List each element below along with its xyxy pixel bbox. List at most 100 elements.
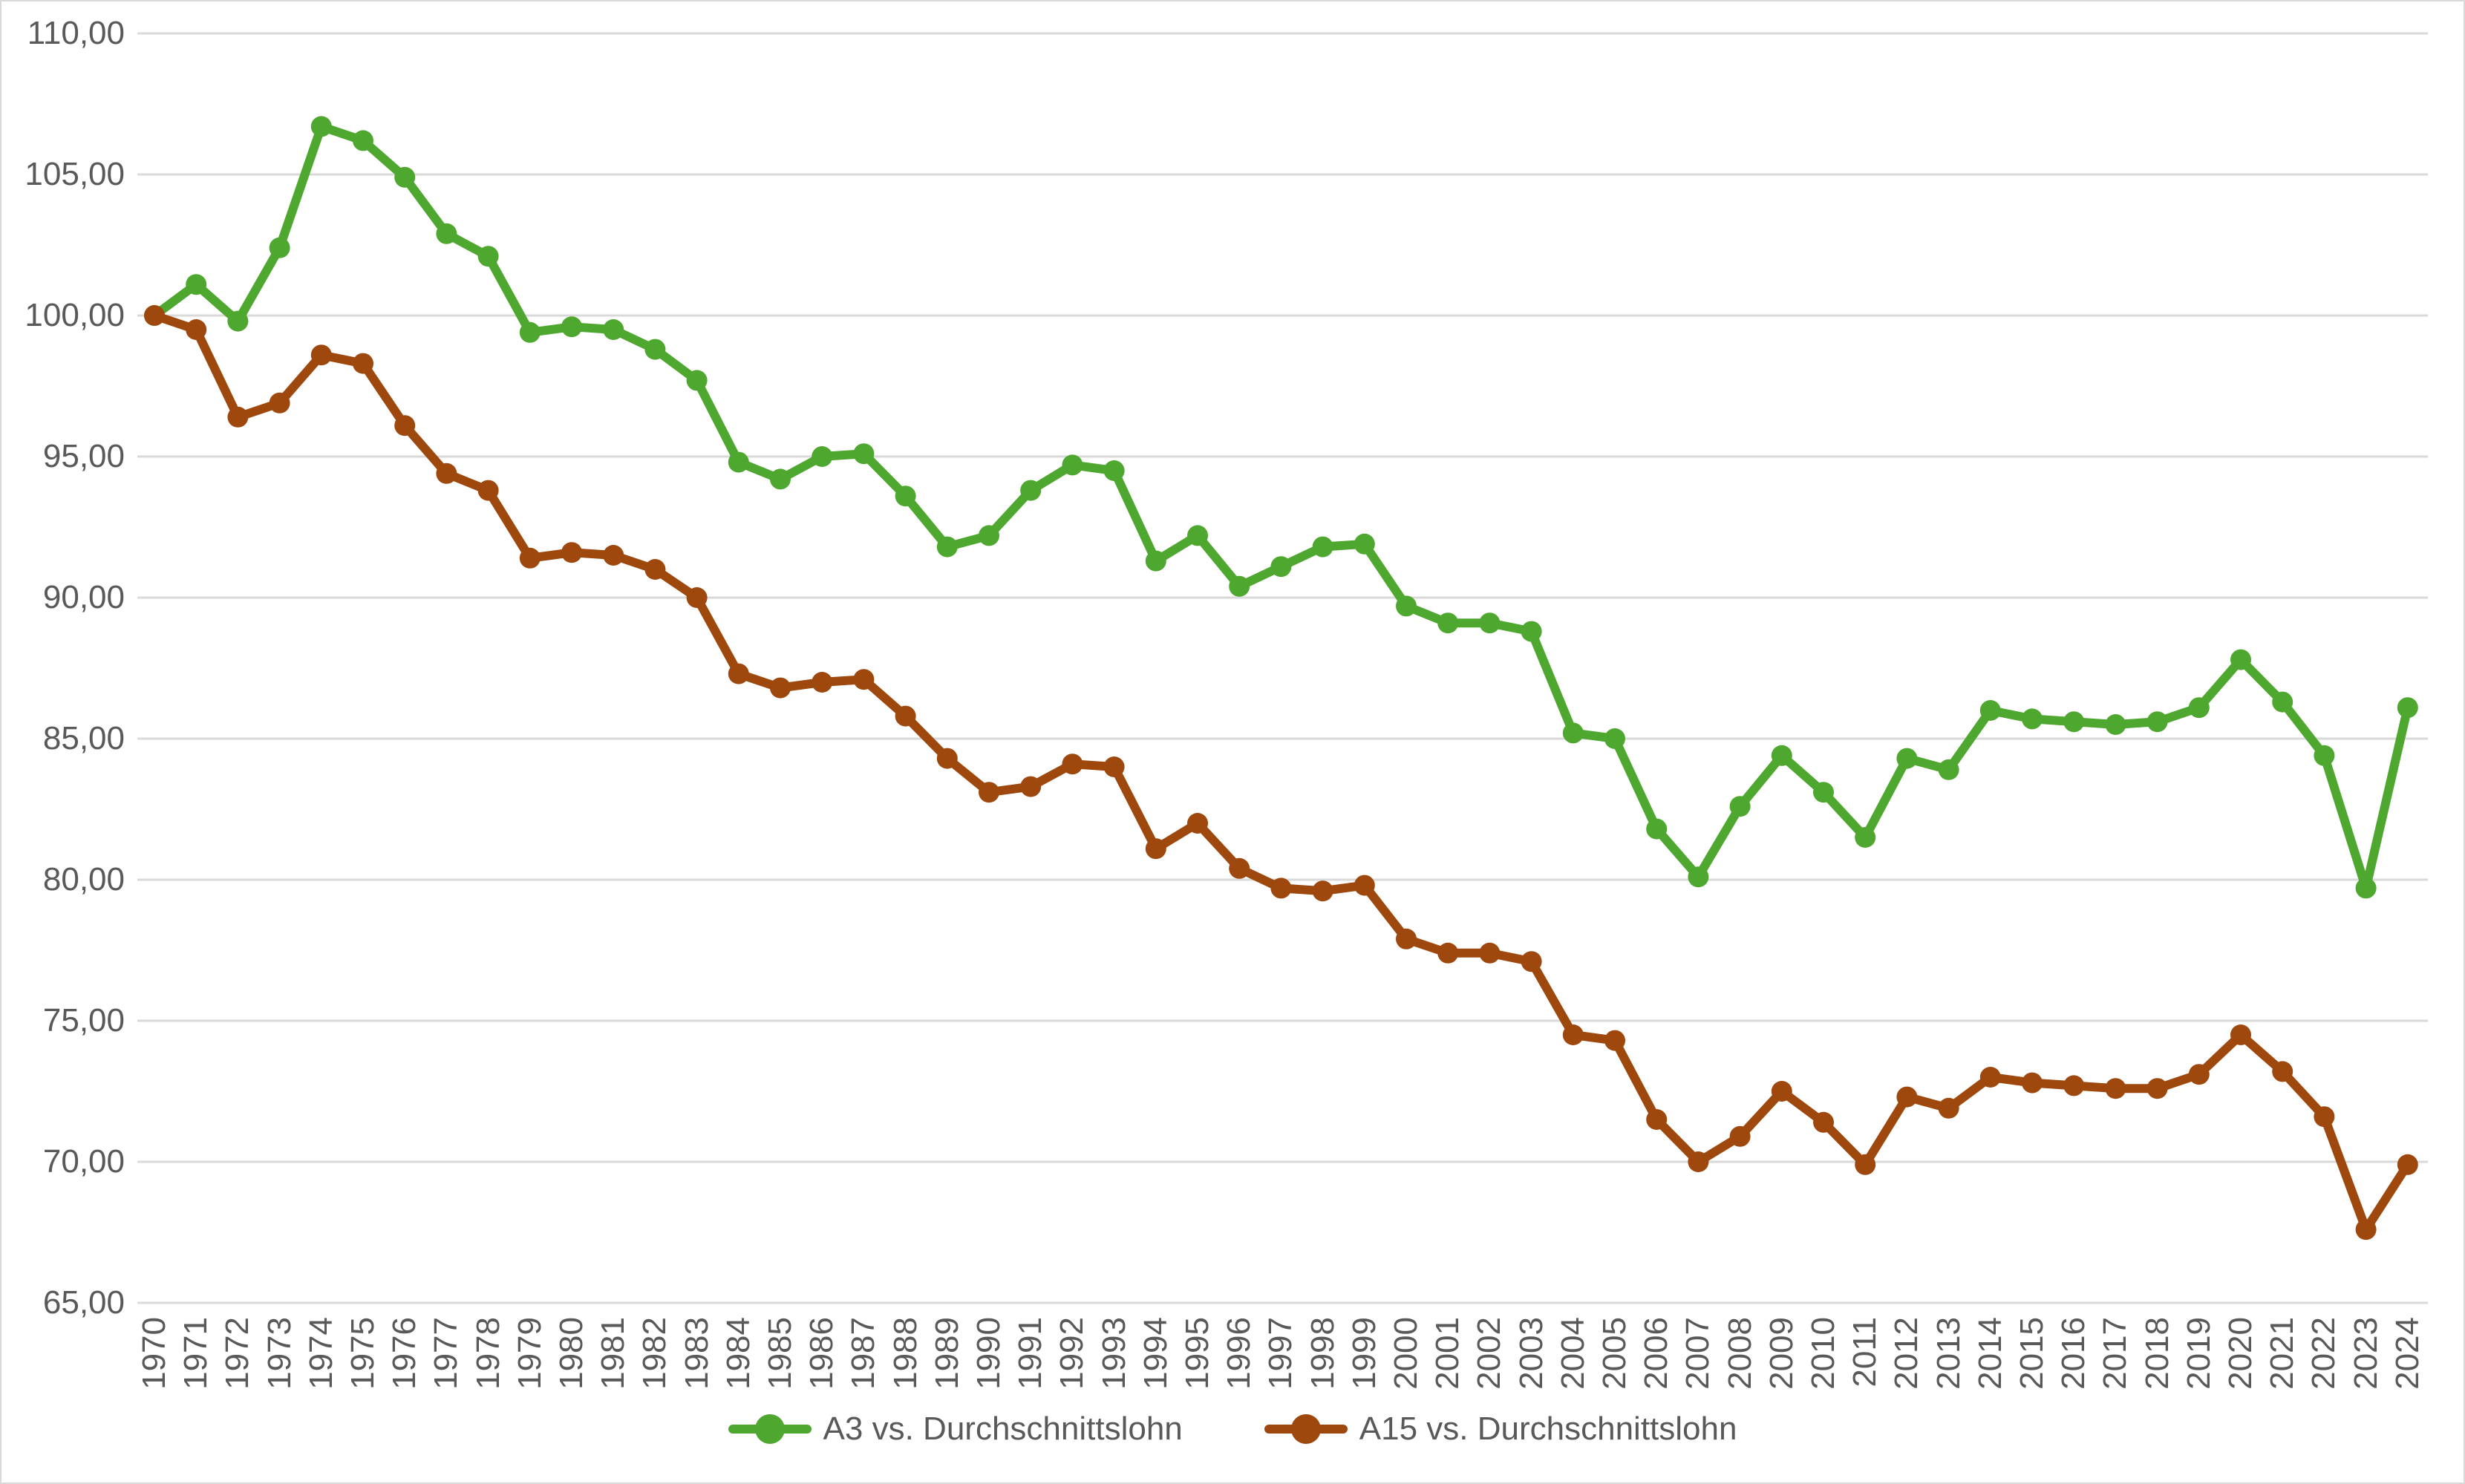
data-point-a15 [1521,951,1542,973]
data-point-a3 [1396,595,1417,617]
data-point-a3 [1979,700,2001,721]
data-point-a15 [1145,838,1166,860]
data-point-a15 [2230,1024,2251,1045]
data-point-a15 [979,782,999,803]
data-point-a15 [936,748,958,769]
data-point-a15 [686,587,708,608]
data-point-a3 [310,116,332,137]
data-point-a15 [1771,1081,1792,1102]
legend-dot-a15-icon [1290,1414,1321,1444]
data-point-a15 [186,319,207,340]
data-point-a3 [1270,556,1292,578]
data-point-a3 [2272,691,2293,713]
y-axis-label: 105,00 [25,156,125,192]
data-point-a3 [603,319,624,340]
data-point-a3 [2105,714,2126,735]
legend-marker-a15-icon [1264,1413,1348,1445]
data-point-a3 [1729,796,1751,817]
data-point-a15 [812,672,833,693]
data-point-a15 [1479,942,1501,964]
data-point-a3 [2397,697,2418,719]
data-point-a15 [310,344,332,366]
data-point-a15 [144,305,165,326]
data-point-a15 [2063,1075,2085,1096]
data-point-a15 [2022,1072,2043,1094]
data-point-a3 [1103,460,1125,481]
data-point-a3 [2355,877,2377,899]
data-point-a3 [1604,728,1625,749]
data-point-a15 [1062,754,1083,775]
data-point-a15 [1020,776,1042,797]
data-point-a3 [227,310,249,332]
data-point-a3 [1521,621,1542,642]
data-point-a3 [936,536,958,558]
data-point-a3 [1354,533,1375,555]
data-point-a3 [1479,612,1501,634]
data-point-a15 [1979,1067,2001,1088]
data-point-a3 [1688,866,1709,888]
data-point-a15 [1229,857,1250,879]
data-point-a15 [561,542,582,563]
data-point-a15 [269,392,290,414]
data-point-a3 [269,237,290,258]
data-point-a15 [394,415,416,437]
data-point-a15 [728,663,749,684]
data-point-a15 [1270,877,1292,899]
data-point-a15 [1646,1109,1668,1130]
y-axis-label: 75,00 [42,1002,125,1039]
data-point-a3 [394,166,416,188]
data-point-a15 [477,480,499,501]
data-point-a3 [770,468,791,490]
data-point-a15 [2314,1106,2335,1128]
legend-label-a3: A3 vs. Durchschnittslohn [823,1411,1183,1447]
data-point-a15 [2272,1061,2293,1082]
data-point-a15 [603,545,624,566]
data-point-a15 [1354,875,1375,896]
data-point-a15 [1855,1154,1876,1175]
data-point-a15 [227,406,249,428]
data-point-a3 [895,486,916,507]
data-point-a15 [436,462,457,484]
data-point-a3 [1813,782,1834,803]
legend-item-a3: A3 vs. Durchschnittslohn [728,1411,1183,1448]
data-point-a15 [1813,1111,1834,1133]
data-point-a15 [2397,1154,2418,1175]
data-point-a3 [979,525,999,546]
data-point-a3 [1062,454,1083,476]
y-axis-label: 85,00 [42,720,125,756]
data-point-a3 [519,321,541,343]
y-axis-label: 70,00 [42,1143,125,1180]
data-point-a3 [1938,759,1959,780]
data-point-a3 [1145,550,1166,572]
data-point-a3 [477,246,499,267]
y-axis-label: 95,00 [42,438,125,474]
data-point-a3 [2146,711,2168,733]
data-point-a3 [2188,697,2210,719]
legend-label-a15: A15 vs. Durchschnittslohn [1359,1411,1737,1447]
data-point-a15 [1437,942,1459,964]
y-axis-label: 90,00 [42,579,125,615]
legend-item-a15: A15 vs. Durchschnittslohn [1264,1411,1737,1448]
data-point-a15 [519,547,541,569]
data-point-a15 [770,677,791,699]
data-point-a3 [1020,480,1042,501]
legend: A3 vs. Durchschnittslohn A15 vs. Durchsc… [1,1411,2464,1448]
y-axis-label: 65,00 [42,1284,125,1321]
data-point-a15 [1896,1086,1918,1108]
data-point-a3 [1437,612,1459,634]
data-point-a3 [1896,748,1918,769]
data-point-a15 [644,559,666,580]
data-point-a15 [895,705,916,727]
data-point-a3 [1229,575,1250,597]
data-point-a3 [1771,745,1792,766]
data-point-a15 [1604,1030,1625,1051]
data-point-a3 [1855,827,1876,848]
data-point-a3 [436,223,457,244]
data-point-a3 [853,443,875,465]
data-point-a3 [812,446,833,467]
data-point-a15 [353,353,373,374]
data-point-a15 [1688,1151,1709,1172]
legend-marker-a3-icon [728,1413,812,1445]
